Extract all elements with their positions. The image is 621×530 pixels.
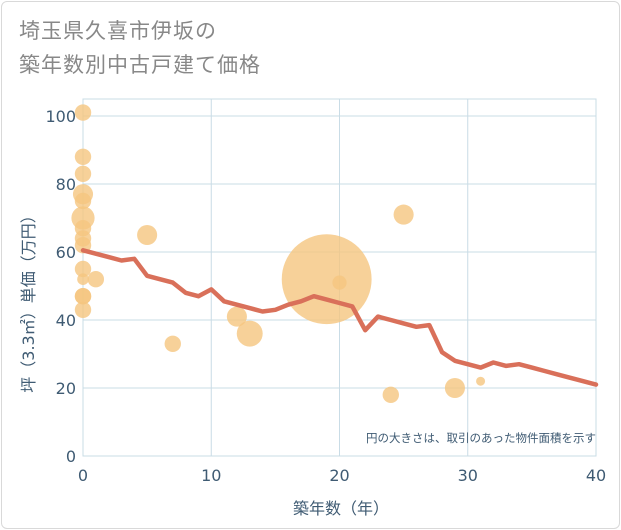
chart-title-line-2: 築年数別中古戸建て価格 — [19, 53, 261, 77]
x-tick-label: 30 — [458, 466, 478, 485]
bubble-size-note: 円の大きさは、取引のあった物件面積を示す — [366, 431, 596, 445]
y-tick-label: 80 — [56, 175, 76, 194]
bubble — [393, 204, 414, 225]
tick-labels: 0 20 40 60 80 100 0 10 20 30 40 — [45, 107, 606, 485]
bubble — [281, 234, 372, 325]
bubble — [74, 301, 92, 319]
bubble — [74, 104, 92, 121]
x-tick-label: 10 — [201, 466, 221, 485]
y-tick-label: 40 — [56, 311, 76, 330]
x-tick-label: 20 — [329, 466, 349, 485]
y-axis-label: 坪（3.3㎡）単価（万円） — [19, 207, 38, 392]
bubbles-layer — [71, 104, 486, 404]
x-tick-label: 40 — [586, 466, 606, 485]
bubble — [74, 192, 92, 210]
bubble — [87, 270, 105, 288]
bubble — [74, 287, 92, 305]
bubble — [137, 224, 158, 246]
y-tick-label: 100 — [45, 107, 76, 126]
trend-line-layer — [80, 248, 599, 387]
y-tick-label: 20 — [56, 379, 76, 398]
chart-title: 埼玉県久喜市伊坂の 築年数別中古戸建て価格 — [19, 14, 579, 82]
trend-line — [80, 248, 599, 387]
y-tick-label: 0 — [66, 447, 76, 466]
x-tick-label: 0 — [78, 466, 88, 485]
chart-title-line-1: 埼玉県久喜市伊坂の — [19, 19, 217, 43]
bubble — [74, 148, 92, 166]
bubble — [444, 377, 465, 399]
bubble — [476, 376, 486, 386]
bubble — [74, 165, 92, 183]
bubble — [236, 320, 263, 347]
bubble — [332, 275, 347, 290]
bubble — [164, 335, 181, 353]
bubble — [77, 273, 89, 286]
bubble — [382, 386, 400, 404]
x-axis-label: 築年数（年） — [293, 499, 389, 518]
bubble — [74, 260, 92, 278]
y-tick-label: 60 — [56, 243, 76, 262]
bubble — [226, 306, 247, 327]
